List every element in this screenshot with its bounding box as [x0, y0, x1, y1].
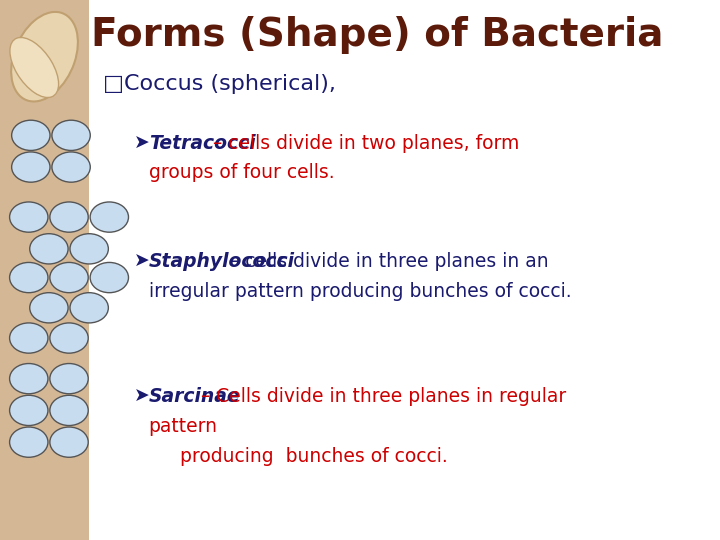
Text: □Coccus (spherical),: □Coccus (spherical),	[103, 73, 336, 94]
Text: – cells divide in three planes in an: – cells divide in three planes in an	[225, 252, 549, 272]
Ellipse shape	[10, 37, 58, 98]
Circle shape	[12, 152, 50, 182]
Text: – cells divide in two planes, form: – cells divide in two planes, form	[207, 133, 519, 153]
Text: ➤: ➤	[133, 387, 149, 407]
Circle shape	[9, 427, 48, 457]
Text: ➤: ➤	[133, 133, 149, 153]
Circle shape	[30, 234, 68, 264]
Circle shape	[70, 234, 108, 264]
FancyBboxPatch shape	[0, 0, 89, 540]
Ellipse shape	[11, 12, 78, 102]
Text: producing  bunches of cocci.: producing bunches of cocci.	[162, 447, 448, 466]
Text: ➤: ➤	[133, 252, 149, 272]
Circle shape	[52, 120, 90, 151]
Circle shape	[70, 293, 108, 323]
Circle shape	[90, 262, 128, 293]
Text: Tetracocci: Tetracocci	[148, 133, 256, 153]
Text: pattern: pattern	[148, 417, 217, 436]
Circle shape	[9, 395, 48, 426]
Circle shape	[9, 202, 48, 232]
Circle shape	[30, 293, 68, 323]
Text: irregular pattern producing bunches of cocci.: irregular pattern producing bunches of c…	[148, 282, 571, 301]
Text: Staphylococci: Staphylococci	[148, 252, 294, 272]
Circle shape	[9, 363, 48, 394]
Text: – Cells divide in three planes in regular: – Cells divide in three planes in regula…	[195, 387, 567, 407]
Circle shape	[50, 363, 89, 394]
Circle shape	[9, 323, 48, 353]
Text: groups of four cells.: groups of four cells.	[148, 163, 334, 183]
Circle shape	[50, 262, 89, 293]
Text: Sarcinae: Sarcinae	[148, 387, 240, 407]
Circle shape	[50, 202, 89, 232]
Circle shape	[12, 120, 50, 151]
Circle shape	[9, 262, 48, 293]
Circle shape	[50, 427, 89, 457]
Circle shape	[90, 202, 128, 232]
Circle shape	[50, 395, 89, 426]
Text: Forms (Shape) of Bacteria: Forms (Shape) of Bacteria	[91, 16, 663, 54]
Circle shape	[50, 323, 89, 353]
Circle shape	[52, 152, 90, 182]
